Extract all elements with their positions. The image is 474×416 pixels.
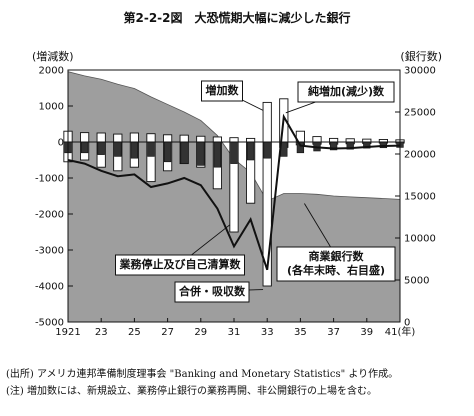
increase-bar: [113, 133, 123, 143]
increase-bar: [129, 132, 140, 143]
left-tick-label: -5000: [35, 318, 64, 329]
left-axis-label: (増減数): [32, 49, 74, 63]
left-tick-label: -4000: [35, 282, 64, 293]
right-tick-label: 5000: [404, 276, 429, 287]
increase-bar: [262, 101, 272, 143]
x-tick-label: 37: [327, 327, 340, 338]
left-tick-label: 0: [58, 138, 64, 149]
axes-layer: 200010000-1000-2000-3000-4000-5000300002…: [35, 66, 436, 339]
merger-bar: [180, 141, 188, 164]
merger-callout-text: 合併・吸収数: [179, 284, 246, 298]
bank-count-callout-text: (各年末時、右目盛): [287, 263, 385, 277]
bank-count-callout-text: 商業銀行数: [309, 249, 365, 263]
merger-bar: [163, 141, 172, 163]
increase-bar: [146, 133, 156, 143]
merger-callout: 合併・吸収数: [174, 281, 264, 303]
right-tick-label: 25000: [404, 108, 436, 119]
increase-callout: 増加数: [201, 80, 264, 111]
right-tick-label: 0: [404, 318, 410, 329]
right-axis-label: (銀行数): [400, 49, 442, 63]
bank-count-callout-box: [276, 246, 396, 282]
increase-bar: [229, 137, 239, 143]
left-tick-label: -3000: [35, 246, 64, 257]
increase-bar: [162, 134, 173, 143]
x-tick-label: 27: [161, 327, 174, 338]
right-tick-label: 20000: [404, 150, 436, 161]
increase-bar: [329, 137, 339, 143]
merger-bar: [197, 141, 205, 166]
net-change-callout-box: [297, 81, 395, 103]
left-tick-label: -1000: [35, 174, 64, 185]
source-note: (出所) アメリカ連邦準備制度理事会 "Banking and Monetary…: [6, 367, 398, 380]
x-tick-label: 31: [228, 327, 241, 338]
suspension-callout-text: 業務停止及び自己清算数: [119, 257, 242, 271]
x-tick-label: 35: [294, 327, 307, 338]
right-tick-label: 30000: [404, 66, 436, 77]
merger-bar: [263, 141, 271, 159]
net-change-line-layer: [67, 113, 401, 271]
merger-bar: [230, 141, 238, 164]
net-change-line: [67, 113, 401, 271]
increase-callout-text: 増加数: [206, 83, 240, 97]
increase-bar: [79, 132, 90, 143]
merger-bar: [97, 141, 105, 155]
net-change-callout: 純増加(減少)数: [285, 81, 395, 114]
increase-callout-box: [201, 80, 243, 102]
increase-bar: [212, 136, 223, 143]
increase-bar: [312, 136, 322, 143]
merger-bar: [213, 141, 222, 168]
left-tick-label: 1000: [39, 102, 64, 113]
net-change-callout-text: 純増加(減少)数: [308, 84, 385, 98]
suspension-callout-box: [115, 254, 245, 276]
right-tick-label: 10000: [404, 234, 436, 245]
left-tick-label: -2000: [35, 210, 64, 221]
merger-bar: [246, 141, 255, 161]
merger-bar: [80, 141, 89, 154]
suspension-callout: 業務停止及び自己清算数: [115, 224, 245, 276]
x-tick-label: 41(年): [385, 325, 416, 338]
right-tick-label: 15000: [404, 192, 436, 203]
figure-title: 第2-2-2図 大恐慌期大幅に減少した銀行: [123, 10, 350, 25]
x-tick-label: 29: [194, 327, 207, 338]
x-tick-label: 33: [261, 327, 274, 338]
footnote: (注) 増加数には、新規設立、業務停止銀行の業務再開、非公開銀行の上場を含む。: [6, 384, 377, 397]
increase-bar: [179, 134, 189, 143]
x-tick-label: 23: [95, 327, 108, 338]
x-tick-label: 39: [360, 327, 373, 338]
increase-bar: [245, 137, 256, 143]
increase-bar: [196, 135, 206, 143]
x-tick-label: 1921: [55, 327, 80, 338]
bank-count-callout: 商業銀行数(各年末時、右目盛): [276, 203, 396, 282]
increase-bar: [96, 132, 106, 143]
x-tick-label: 25: [128, 327, 141, 338]
merger-bar: [147, 141, 155, 157]
merger-bar: [114, 141, 122, 157]
merger-bar: [130, 141, 139, 159]
merger-callout-box: [174, 281, 250, 303]
left-tick-label: 2000: [39, 66, 64, 77]
